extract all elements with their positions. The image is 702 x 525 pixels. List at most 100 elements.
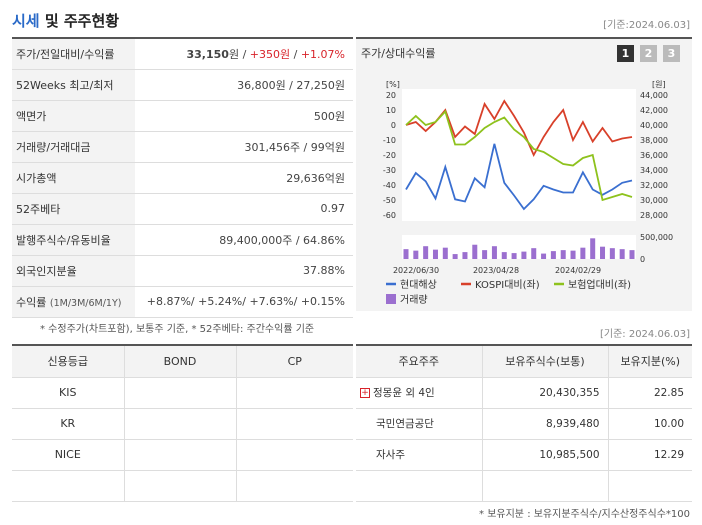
table-cell [356,470,482,502]
holder-name: 자사주 [356,439,482,471]
table-row: 외국인지분율 37.88% [12,255,353,287]
left-tick-label: -50 [383,196,396,205]
column-header: 보유지분(%) [607,345,692,378]
volume-bar [609,248,615,259]
legend-label: 거래량 [400,294,428,306]
x-tick-label: 2022/06/30 [393,266,439,275]
table-row: 52Weeks 최고/최저 36,800원 / 27,250원 [12,69,353,101]
volume-bar [511,253,517,259]
row-label: 수익률 (1M/3M/6M/1Y) [12,286,135,318]
left-tick-label: 10 [386,106,396,115]
table-row [12,470,353,502]
right-tick-label: 42,000 [640,106,668,115]
right-tick-label: 44,000 [640,91,668,100]
column-header: BOND [123,345,236,378]
table-cell: KR [12,408,124,440]
volume-bar [560,250,566,259]
table-row: 발행주식수/유동비율 89,400,000주 / 64.86% [12,224,353,256]
holder-pct: 12.29 [607,439,692,471]
volume-tick-label: 500,000 [640,233,673,242]
table-cell [235,377,353,409]
summary-table: 주가/전일대비/수익률 33,150원 / +350원 / +1.07% 52W… [12,37,353,318]
holder-shares: 10,985,500 [481,439,608,471]
base-date-2: [기준: 2024.06.03] [599,329,690,340]
volume-bar [501,252,507,259]
column-header: 주요주주 [356,345,482,378]
volume-tick-label: 0 [640,255,645,264]
row-value: 36,800원 / 27,250원 [135,69,353,101]
holder-pct: 22.85 [607,377,692,409]
right-tick-label: 40,000 [640,121,668,130]
row-label: 액면가 [12,100,135,132]
left-tick-label: -40 [383,181,396,190]
row-value: 301,456주 / 99억원 [135,131,353,163]
chart-panel: 주가/상대수익률 1 2 3 [%] [원] 20 10 0 -10 -20 -30 -40 -5… [356,37,692,311]
x-tick-label: 2024/02/29 [555,266,601,275]
series-line-price [405,143,633,211]
base-date: [기준:2024.06.03] [603,20,690,31]
footnote: * 수정주가(차트포함), 보통주 기준, * 52주베타: 주간수익률 기준 [40,324,315,335]
table-row: KR [12,408,353,440]
chart-title: 주가/상대수익률 [361,47,436,60]
volume-bar [452,254,458,259]
row-label: 외국인지분율 [12,255,135,287]
left-tick-label: -20 [383,151,396,160]
volume-bar [619,249,625,259]
volume-bar [432,249,438,259]
table-cell [123,377,236,409]
row-label: 발행주식수/유동비율 [12,224,135,256]
price-chart: [%] [원] 20 10 0 -10 -20 -30 -40 -50 -60 44,000 42,00… [383,80,673,306]
row-label: 거래량/거래대금 [12,131,135,163]
column-header: 보유주식수(보통) [481,345,608,378]
volume-bar [590,238,596,259]
holder-shares: 20,430,355 [481,377,608,409]
row-value: 37.88% [135,255,353,287]
table-row: 수익률 (1M/3M/6M/1Y) +8.87%/ +5.24%/ +7.63%/… [12,286,353,318]
series-line-sector [405,109,633,202]
right-axis-unit: [원] [652,80,666,89]
row-label: 52주베타 [12,193,135,225]
table-header-row: 신용등급 BOND CP [12,345,353,378]
right-tick-label: 38,000 [640,136,668,145]
page-button-3[interactable]: 3 [663,45,680,62]
holder-pct: 10.00 [607,408,692,440]
volume-bar [521,251,527,259]
volume-bar [423,246,429,259]
table-row: 액면가 500원 [12,100,353,132]
expand-icon[interactable]: + [360,388,370,398]
page-button-1[interactable]: 1 [617,45,634,62]
table-row: 주가/전일대비/수익률 33,150원 / +350원 / +1.07% [12,38,353,70]
chart-pager: 1 2 3 [617,45,680,62]
volume-bar [491,246,497,259]
volume-bar [482,250,488,259]
right-tick-label: 32,000 [640,181,668,190]
table-row: KIS [12,377,353,409]
table-cell [235,408,353,440]
left-tick-label: -10 [383,136,396,145]
legend-label: 현대해상 [400,278,437,291]
holder-shares: 8,939,480 [481,408,608,440]
row-value: +8.87%/ +5.24%/ +7.63%/ +0.15% [135,286,353,318]
volume-bar [570,250,576,259]
volume-bar [472,244,478,259]
volume-bar [580,247,586,259]
column-header: 신용등급 [12,345,124,378]
table-cell [235,439,353,471]
credit-rating-table: 신용등급 BOND CP KIS KR NICE [12,344,353,502]
table-row: + 정몽윤 외 4인 20,430,355 22.85 [356,377,692,409]
legend-label: KOSPI대비(좌) [475,279,540,291]
table-row: 52주베타 0.97 [12,193,353,225]
price-value: 33,150원 / +350원 / +1.07% [135,38,353,70]
left-tick-label: -30 [383,166,396,175]
volume-bar [531,248,537,259]
volume-area [402,235,636,259]
holder-name[interactable]: + 정몽윤 외 4인 [356,377,482,409]
volume-bar [462,252,468,259]
volume-bar [600,246,606,259]
shareholder-table: 주요주주 보유주식수(보통) 보유지분(%) + 정몽윤 외 4인 20,430,… [356,344,692,502]
row-label: 52Weeks 최고/최저 [12,69,135,101]
volume-bar [541,253,547,259]
page-button-2[interactable]: 2 [640,45,657,62]
row-value: 29,636억원 [135,162,353,194]
table-cell [481,470,608,502]
